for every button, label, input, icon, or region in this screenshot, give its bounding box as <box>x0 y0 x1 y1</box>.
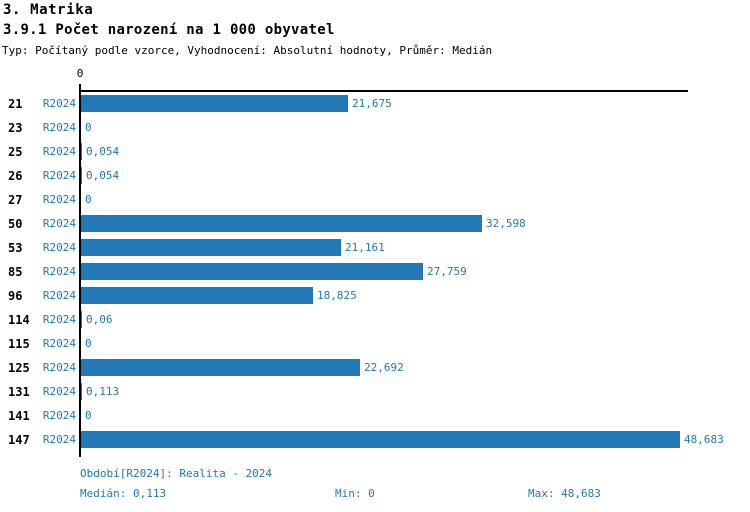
min-label: Min: 0 <box>335 487 375 500</box>
chart-row: 147 R2024 48,683 <box>0 428 750 452</box>
chart-row: 131 R2024 0,113 <box>0 380 750 404</box>
row-bar <box>81 167 82 184</box>
row-category-label: 23 <box>8 121 23 135</box>
row-series-label: R2024 <box>42 385 76 398</box>
row-category-label: 26 <box>8 169 23 183</box>
row-value-label: 0,054 <box>86 145 120 158</box>
row-value-label: 0 <box>85 337 92 350</box>
row-series-label: R2024 <box>42 217 76 230</box>
row-series-label: R2024 <box>42 97 76 110</box>
row-bar <box>81 383 82 400</box>
row-bar <box>81 143 82 160</box>
row-bar <box>81 431 680 448</box>
row-category-label: 21 <box>8 97 23 111</box>
row-category-label: 115 <box>8 337 30 351</box>
page-title: 3. Matrika <box>3 2 94 18</box>
row-value-label: 0 <box>85 409 92 422</box>
row-value-label: 0 <box>85 121 92 134</box>
row-series-label: R2024 <box>42 433 76 446</box>
row-value-label: 0,113 <box>86 385 120 398</box>
chart-row: 114 R2024 0,06 <box>0 308 750 332</box>
chart-row: 26 R2024 0,054 <box>0 164 750 188</box>
chart-row: 141 R2024 0 <box>0 404 750 428</box>
row-series-label: R2024 <box>42 337 76 350</box>
row-series-label: R2024 <box>42 145 76 158</box>
row-value-label: 18,825 <box>317 289 357 302</box>
row-category-label: 131 <box>8 385 30 399</box>
row-series-label: R2024 <box>42 241 76 254</box>
row-category-label: 147 <box>8 433 30 447</box>
row-series-label: R2024 <box>42 121 76 134</box>
row-category-label: 53 <box>8 241 23 255</box>
chart-row: 23 R2024 0 <box>0 116 750 140</box>
row-value-label: 32,598 <box>486 217 526 230</box>
period-label: Období[R2024]: Realita - 2024 <box>80 467 273 480</box>
x-axis-tick-mark <box>79 84 81 90</box>
chart-row: 21 R2024 21,675 <box>0 92 750 116</box>
chart-meta-line: Typ: Počítaný podle vzorce, Vyhodnocení:… <box>2 44 493 57</box>
median-label: Medián: 0,113 <box>80 487 167 500</box>
row-category-label: 141 <box>8 409 30 423</box>
chart-row: 85 R2024 27,759 <box>0 260 750 284</box>
chart-row: 27 R2024 0 <box>0 188 750 212</box>
row-series-label: R2024 <box>42 409 76 422</box>
row-bar <box>81 215 482 232</box>
row-value-label: 0,054 <box>86 169 120 182</box>
row-category-label: 27 <box>8 193 23 207</box>
row-bar <box>81 239 341 256</box>
row-bar <box>81 287 313 304</box>
row-value-label: 22,692 <box>364 361 404 374</box>
row-category-label: 25 <box>8 145 23 159</box>
row-category-label: 50 <box>8 217 23 231</box>
row-series-label: R2024 <box>42 265 76 278</box>
chart-rows: 21 R2024 21,675 23 R2024 0 25 R2024 0,05… <box>0 92 750 452</box>
chart-row: 25 R2024 0,054 <box>0 140 750 164</box>
row-category-label: 125 <box>8 361 30 375</box>
row-bar <box>81 263 423 280</box>
chart-row: 50 R2024 32,598 <box>0 212 750 236</box>
y-axis-line <box>79 90 81 457</box>
row-category-label: 96 <box>8 289 23 303</box>
row-value-label: 21,675 <box>352 97 392 110</box>
row-series-label: R2024 <box>42 193 76 206</box>
row-bar <box>81 359 360 376</box>
chart-row: 53 R2024 21,161 <box>0 236 750 260</box>
x-axis-line <box>79 90 688 92</box>
row-bar <box>81 95 348 112</box>
row-value-label: 27,759 <box>427 265 467 278</box>
row-category-label: 114 <box>8 313 30 327</box>
row-value-label: 21,161 <box>345 241 385 254</box>
row-series-label: R2024 <box>42 361 76 374</box>
row-series-label: R2024 <box>42 169 76 182</box>
chart-title: 3.9.1 Počet narození na 1 000 obyvatel <box>3 22 335 38</box>
row-series-label: R2024 <box>42 313 76 326</box>
max-label: Max: 48,683 <box>528 487 601 500</box>
chart-row: 125 R2024 22,692 <box>0 356 750 380</box>
row-category-label: 85 <box>8 265 23 279</box>
chart-row: 96 R2024 18,825 <box>0 284 750 308</box>
row-bar <box>81 311 82 328</box>
row-value-label: 0,06 <box>86 313 113 326</box>
row-value-label: 0 <box>85 193 92 206</box>
row-series-label: R2024 <box>42 289 76 302</box>
row-value-label: 48,683 <box>684 433 724 446</box>
chart-row: 115 R2024 0 <box>0 332 750 356</box>
x-axis-tick-label: 0 <box>76 67 84 80</box>
